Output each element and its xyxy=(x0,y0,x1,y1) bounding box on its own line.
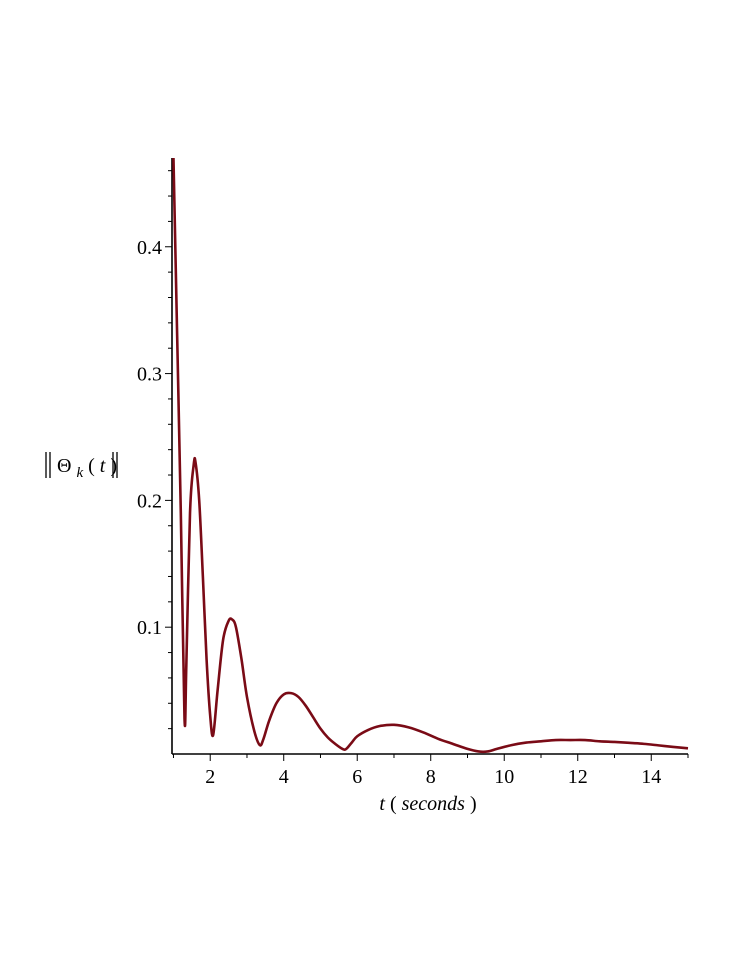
x-axis-var: t xyxy=(379,793,385,815)
y-tick-label: 0.3 xyxy=(137,364,162,386)
x-tick-label: 10 xyxy=(494,766,514,788)
y-tick-label: 0.4 xyxy=(137,237,162,259)
axes xyxy=(171,158,688,755)
series-group xyxy=(172,157,689,754)
svg-text:Θ k ( t: Θ k ( t ) xyxy=(57,455,117,482)
x-tick-label: 6 xyxy=(352,766,362,788)
x-tick-label: 12 xyxy=(568,766,588,788)
x-axis-paren-open: ( xyxy=(390,793,397,815)
y-tick-label: 0.1 xyxy=(137,617,162,639)
y-axis-symbol: Θ xyxy=(57,455,71,477)
x-tick-label: 14 xyxy=(641,766,661,788)
y-axis-paren-open: ( xyxy=(88,455,95,477)
y-axis-subscript: k xyxy=(76,465,83,481)
x-axis-unit: seconds xyxy=(402,793,466,815)
x-tick-label: 2 xyxy=(205,766,215,788)
x-tick-label: 8 xyxy=(426,766,436,788)
x-tick-label: 4 xyxy=(279,766,289,788)
y-axis-arg: t xyxy=(100,455,106,477)
y-tick-label: 0.2 xyxy=(137,490,162,512)
x-axis-paren-close: ) xyxy=(470,793,477,815)
y-ticks: 0.1 0.2 0.3 0.4 xyxy=(137,170,172,730)
y-axis-label: Θ k ( t ) xyxy=(45,452,118,482)
x-axis-label: t ( seconds ) xyxy=(379,793,476,815)
x-ticks: 2 4 6 8 10 12 14 xyxy=(172,754,689,788)
series-line-0 xyxy=(172,157,689,754)
y-axis-paren-close: ) xyxy=(110,455,117,477)
